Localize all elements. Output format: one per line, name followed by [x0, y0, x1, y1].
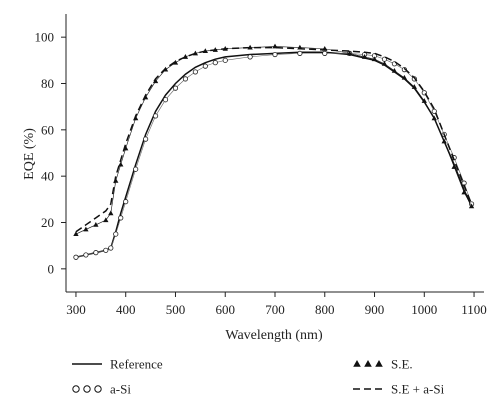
series-a-si — [73, 50, 475, 260]
data-point — [297, 50, 303, 56]
legend-item: S.E + a-Si — [353, 382, 445, 397]
data-point — [113, 231, 119, 237]
data-point — [133, 166, 139, 172]
data-point — [431, 108, 437, 114]
data-point — [192, 69, 198, 75]
data-point — [361, 54, 368, 59]
y-tick-label: 20 — [41, 215, 54, 230]
y-tick-label: 40 — [41, 169, 54, 184]
data-point — [381, 61, 388, 66]
y-tick-label: 60 — [41, 122, 54, 137]
data-point — [431, 115, 437, 121]
data-point — [118, 215, 124, 221]
data-point — [411, 84, 417, 89]
x-tick-label: 1100 — [461, 302, 487, 317]
x-tick-label: 600 — [215, 302, 235, 317]
y-axis-label: EQE (%) — [22, 128, 37, 180]
data-point — [108, 245, 114, 251]
data-point — [118, 161, 124, 167]
legend-item: Reference — [72, 357, 163, 372]
series-reference — [75, 51, 473, 258]
data-point — [172, 85, 179, 91]
x-tick-label: 1000 — [411, 302, 437, 317]
data-point — [346, 50, 353, 56]
x-tick-label: 300 — [66, 302, 86, 317]
y-tick-label: 0 — [48, 261, 55, 276]
data-point — [103, 217, 109, 223]
legend-label: Reference — [110, 357, 163, 372]
data-point — [202, 63, 208, 69]
series-s-e-a-si — [75, 46, 473, 233]
legend-swatch — [94, 385, 102, 393]
legend-item: S.E. — [353, 357, 413, 372]
legend: Reference a-Si S.E. S.E + a-Si — [72, 357, 445, 397]
data-point — [73, 254, 79, 260]
series-s-e — [73, 43, 475, 237]
data-point — [322, 50, 328, 56]
data-point — [93, 250, 99, 256]
data-point — [162, 97, 169, 103]
x-tick-label: 800 — [315, 302, 335, 317]
data-point — [401, 74, 408, 80]
data-point — [272, 51, 278, 58]
data-point — [212, 60, 218, 66]
x-tick-label: 900 — [365, 302, 385, 317]
series-line — [75, 46, 473, 233]
data-point — [247, 54, 253, 60]
data-point — [371, 56, 378, 62]
data-point — [391, 67, 398, 73]
x-tick-label: 400 — [116, 302, 136, 317]
legend-swatch — [353, 360, 361, 367]
x-tick-label: 700 — [265, 302, 285, 317]
data-point — [441, 138, 447, 144]
x-tick-label: 500 — [166, 302, 186, 317]
data-point — [421, 98, 427, 103]
ticks-layer: 300 400 500 600 700 800 900 1000 1100 0 20 40 60 80 10… — [35, 30, 487, 317]
data-point — [468, 203, 475, 209]
legend-swatch — [375, 360, 383, 367]
legend-swatch — [364, 360, 372, 367]
series-line — [75, 46, 472, 235]
data-point — [152, 113, 159, 119]
series-layer — [73, 43, 475, 260]
data-point — [73, 231, 79, 237]
data-point — [182, 76, 189, 82]
data-point — [108, 210, 114, 216]
series-line — [75, 53, 472, 258]
legend-label: S.E. — [391, 357, 413, 372]
data-point — [103, 247, 109, 253]
y-tick-label: 80 — [41, 76, 54, 91]
data-point — [143, 136, 149, 142]
data-point — [123, 199, 129, 205]
data-point — [93, 222, 99, 227]
data-point — [83, 252, 89, 258]
data-point — [461, 189, 467, 195]
legend-swatch — [72, 385, 80, 393]
legend-label: a-Si — [110, 382, 131, 397]
series-line — [75, 51, 473, 258]
data-point — [222, 57, 228, 63]
legend-item: a-Si — [72, 382, 131, 397]
data-point — [451, 164, 457, 169]
x-axis-label: Wavelength (nm) — [225, 328, 323, 343]
legend-swatch — [83, 385, 91, 393]
data-point — [83, 226, 89, 232]
legend-label: S.E + a-Si — [391, 382, 445, 397]
data-point — [152, 78, 159, 84]
y-tick-label: 100 — [35, 30, 55, 45]
